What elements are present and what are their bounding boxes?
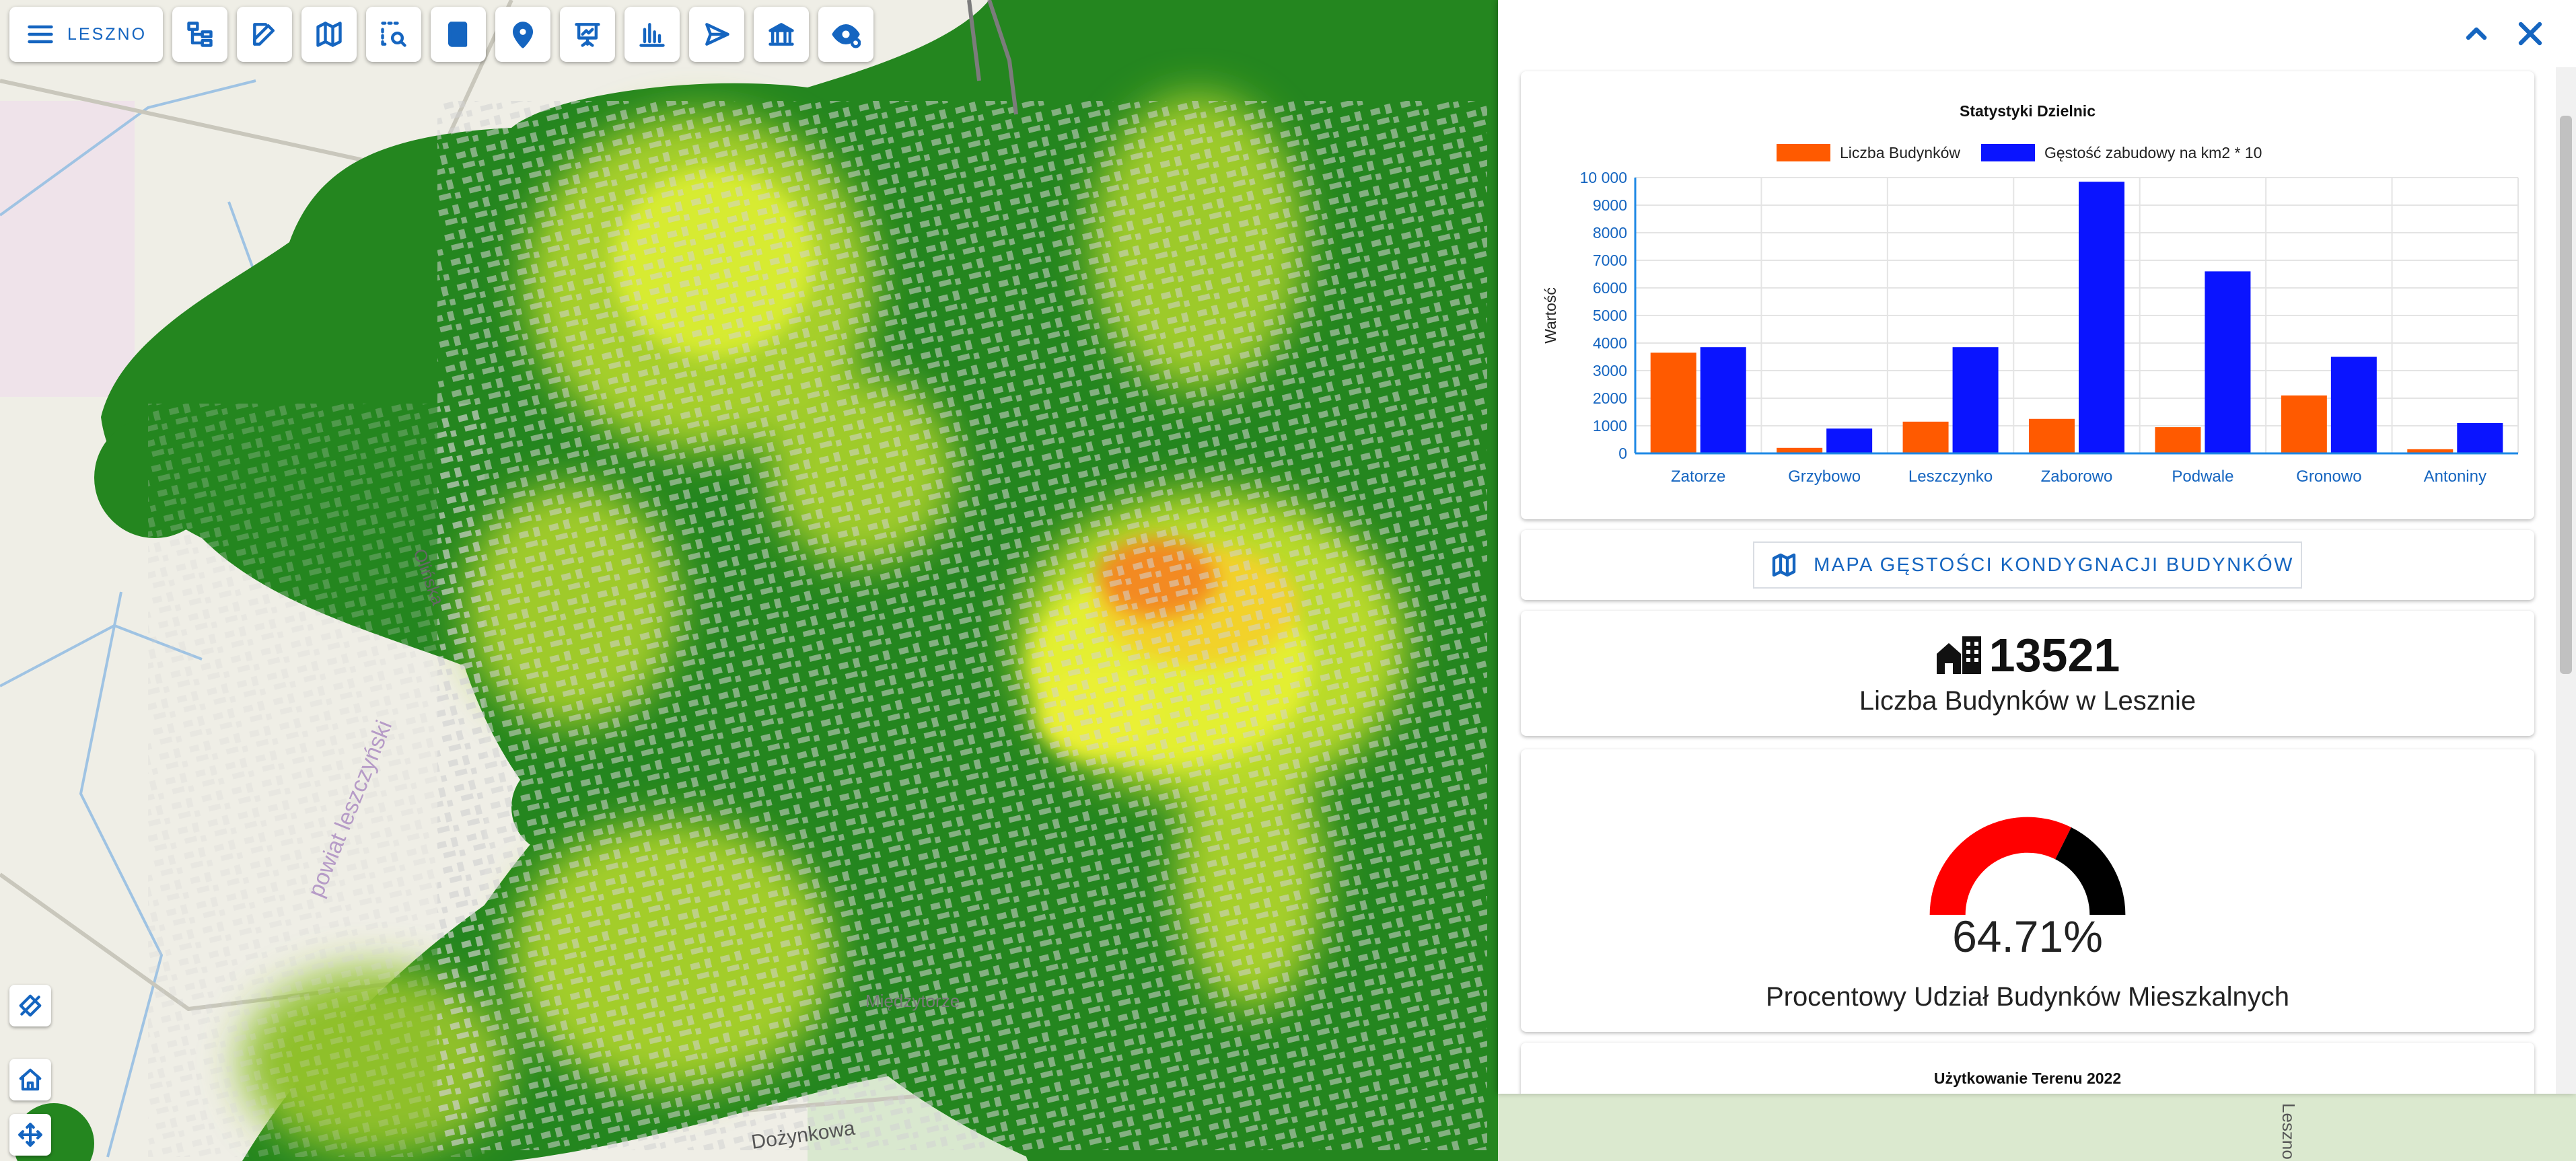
y-tick-label: 4000	[1593, 334, 1627, 352]
home-icon	[19, 1068, 42, 1091]
x-tick-label: Leszczynko	[1908, 467, 1993, 486]
gauge-remainder	[2055, 827, 2126, 915]
location-button[interactable]	[495, 7, 551, 62]
bar	[1902, 421, 1949, 453]
density-map-button[interactable]: MAPA GĘSTOŚCI KONDYGNACJI BUDYNKÓW	[1753, 541, 2302, 589]
pan-button[interactable]	[9, 1114, 51, 1156]
y-tick-label: 7000	[1593, 252, 1627, 269]
bar	[1700, 347, 1746, 453]
legend-label: Gęstość zabudowy na km2 * 10	[2044, 144, 2262, 161]
building-count-card: 13521 Liczba Budynków w Lesznie	[1521, 611, 2534, 736]
institution-button[interactable]	[754, 7, 810, 62]
bar	[2407, 449, 2454, 453]
y-tick-label: 0	[1618, 445, 1627, 462]
y-tick-label: 2000	[1593, 389, 1627, 407]
x-tick-label: Gronowo	[2296, 467, 2361, 486]
y-tick-label: 5000	[1593, 307, 1627, 324]
bar	[2205, 271, 2251, 453]
eye-refresh-icon	[832, 24, 861, 48]
send-icon	[705, 23, 729, 46]
y-tick-label: 8000	[1593, 224, 1627, 241]
density-map-label: MAPA GĘSTOŚCI KONDYGNACJI BUDYNKÓW	[1814, 554, 2294, 576]
district-stats-card: Statystyki Dzielnic Liczba Budynków Gęsto…	[1521, 71, 2534, 519]
building-count-label: Liczba Budynków w Lesznie	[1859, 686, 2196, 716]
map-label-street-leszno: Leszno	[2279, 1103, 2299, 1160]
legend-swatch	[1777, 144, 1830, 161]
x-tick-label: Grzybowo	[1788, 467, 1861, 486]
select-search-button[interactable]	[366, 7, 422, 62]
density-map-card: MAPA GĘSTOŚCI KONDYGNACJI BUDYNKÓW	[1521, 530, 2534, 600]
building-count-value: 13521	[1989, 629, 2120, 681]
district-bar-chart: Liczba Budynków Gęstość zabudowy na km2 *…	[1542, 144, 2519, 486]
x-tick-label: Antoniny	[2424, 467, 2486, 486]
land-use-card: Użytkowanie Terenu 2022	[1521, 1043, 2534, 1094]
close-button[interactable]	[2514, 17, 2546, 50]
map-icon	[1772, 553, 1796, 577]
hamburger-icon	[28, 25, 53, 44]
presentation-icon	[575, 23, 600, 47]
bookmark-button[interactable]	[431, 7, 487, 62]
layer-tree-button[interactable]	[172, 7, 228, 62]
scrollbar-thumb[interactable]	[2560, 116, 2572, 674]
x-tick-label: Podwale	[2172, 467, 2233, 486]
basemap-button[interactable]	[301, 7, 357, 62]
y-tick-label: 10 000	[1580, 169, 1627, 186]
gauge-fill	[1929, 817, 2071, 915]
visibility-refresh-button[interactable]	[818, 7, 874, 62]
statistics-button[interactable]	[624, 7, 680, 62]
y-tick-label: 9000	[1593, 196, 1627, 214]
legend-swatch	[1981, 144, 2035, 161]
residential-share-card: 64.71% Procentowy Udział Budynków Mieszk…	[1521, 749, 2534, 1032]
close-icon	[2518, 22, 2542, 46]
residential-gauge	[1929, 817, 2126, 915]
y-tick-label: 6000	[1593, 279, 1627, 297]
panel-scrollbar[interactable]	[2556, 67, 2576, 1094]
residential-label: Procentowy Udział Budynków Mieszkalnych	[1765, 982, 2290, 1012]
home-button[interactable]	[9, 1059, 51, 1100]
edit-icon	[253, 23, 275, 46]
bar	[2281, 395, 2327, 453]
collapse-button[interactable]	[2460, 17, 2493, 50]
bar-chart-icon	[639, 23, 665, 47]
map-label-district: Międzytorze	[865, 991, 960, 1011]
bar	[2457, 422, 2503, 453]
buildings-icon	[1936, 636, 1981, 674]
y-axis-label: Wartość	[1542, 287, 1559, 344]
bar	[2029, 418, 2075, 453]
edit-button[interactable]	[237, 7, 293, 62]
rotate-icon	[19, 994, 42, 1017]
legend-label: Liczba Budynków	[1840, 144, 1960, 161]
location-pin-icon	[512, 22, 534, 48]
map-toolbar: LESZNO	[9, 7, 874, 62]
menu-button[interactable]: LESZNO	[9, 7, 164, 62]
select-search-icon	[381, 22, 406, 47]
bar	[1826, 428, 1873, 453]
residential-percent: 64.71%	[1952, 911, 2103, 961]
y-tick-label: 1000	[1593, 417, 1627, 435]
bar	[2155, 427, 2201, 453]
tree-icon	[187, 22, 213, 47]
send-button[interactable]	[689, 7, 745, 62]
bar	[2330, 357, 2377, 453]
map-icon	[316, 22, 342, 47]
institution-icon	[768, 23, 794, 46]
x-tick-label: Zaborowo	[2041, 467, 2113, 486]
move-icon	[18, 1123, 42, 1147]
presentation-button[interactable]	[560, 7, 616, 62]
rotate-reset-button[interactable]	[9, 985, 51, 1026]
land-use-title: Użytkowanie Terenu 2022	[1933, 1070, 2122, 1087]
chevron-up-icon	[2466, 27, 2487, 40]
x-tick-label: Zatorze	[1671, 467, 1725, 486]
statistics-panel: Statystyki Dzielnic Liczba Budynków Gęsto…	[1498, 0, 2576, 1094]
menu-label: LESZNO	[67, 24, 147, 44]
chart-title: Statystyki Dzielnic	[1960, 102, 2096, 120]
panel-header	[1498, 0, 2576, 67]
y-tick-label: 3000	[1593, 362, 1627, 379]
bar	[1777, 447, 1823, 453]
bookmark-icon	[448, 22, 468, 47]
bar	[1952, 347, 1999, 453]
bar	[1650, 352, 1696, 453]
bar	[2079, 182, 2124, 453]
